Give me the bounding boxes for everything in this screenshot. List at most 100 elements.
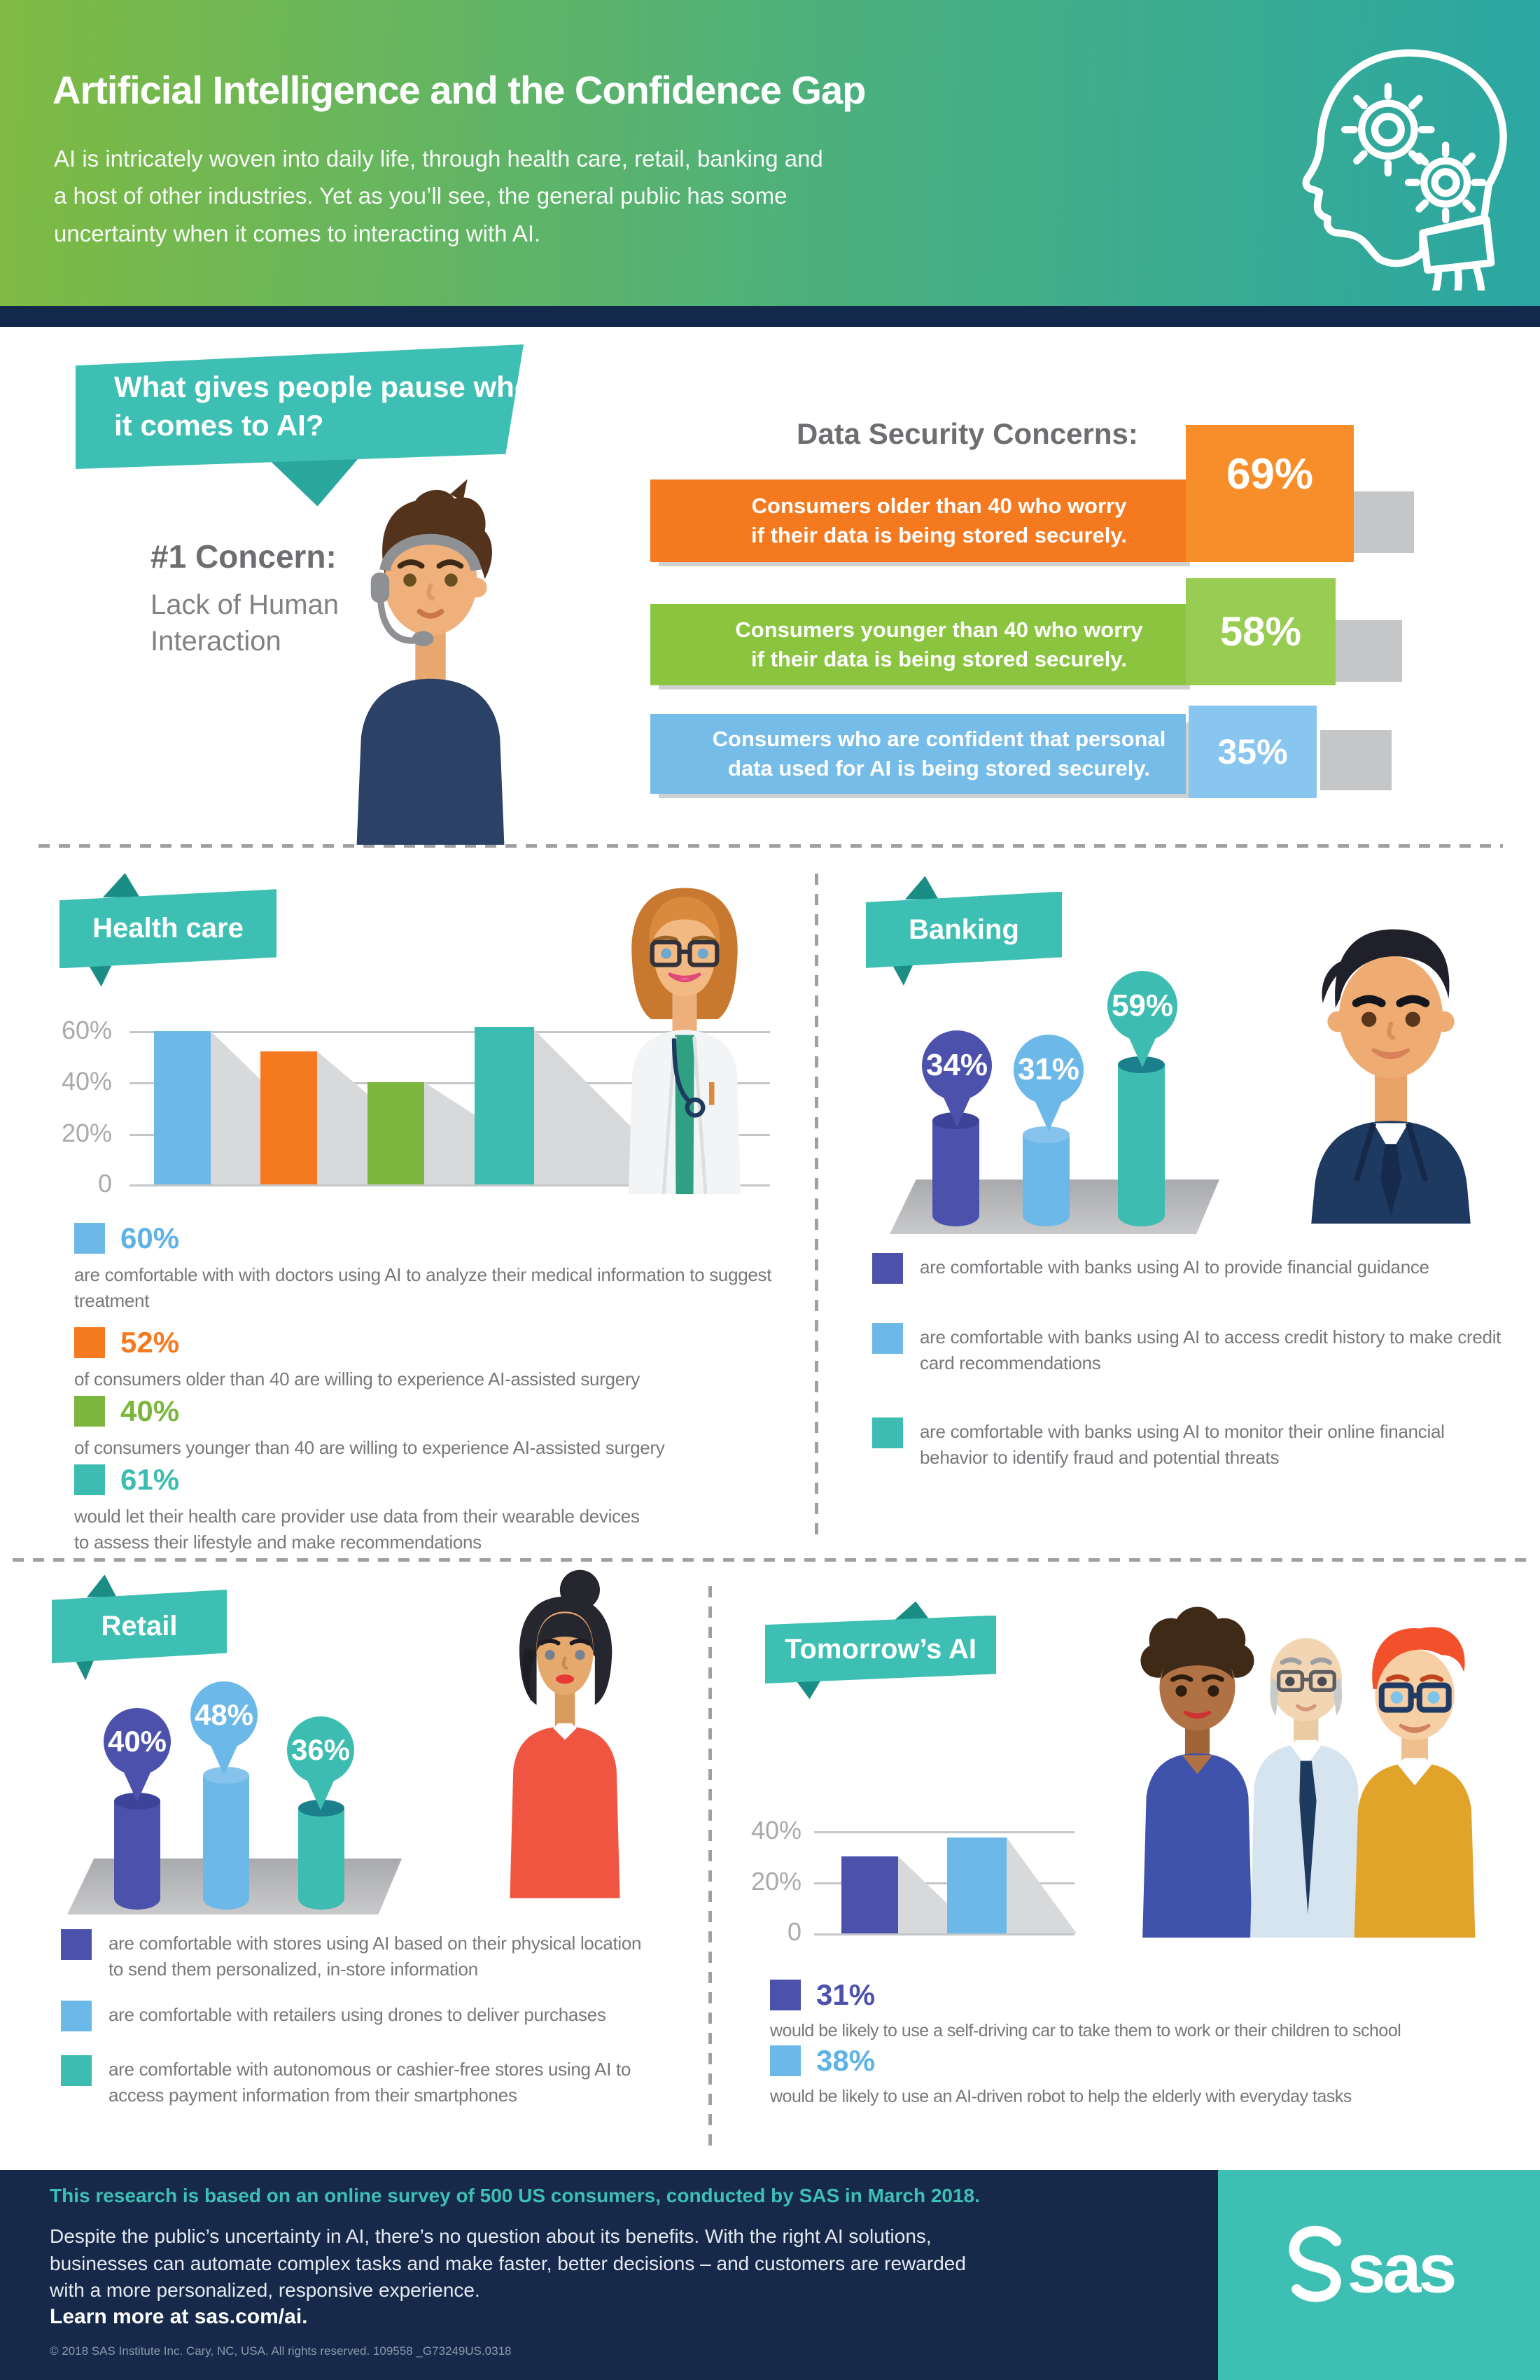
header-subtitle-line: uncertainty when it comes to interacting… (54, 220, 541, 246)
legend-text: would let their health care provider use… (74, 1506, 640, 1553)
retail-banner: Retail (52, 1589, 227, 1664)
retail-ribbon: Retail (52, 1574, 227, 1681)
legend-pct: 38% (816, 2044, 876, 2077)
pause-banner-text: What gives people pause when it comes to… (76, 344, 524, 469)
header-subtitle: AI is intricately woven into daily life,… (54, 140, 823, 252)
svg-text:sas: sas (1348, 2230, 1455, 2306)
legend-pct: 52% (120, 1326, 180, 1359)
legend-item: 52% of consumers older than 40 are willi… (74, 1326, 640, 1392)
legend-text: are comfortable with retailers using dro… (108, 2004, 606, 2025)
learn-more-link: Learn more at sas.com/ai. (50, 2305, 308, 2328)
security-bar-58: Consumers younger than 40 who worry if t… (650, 578, 1420, 690)
gridline (130, 1082, 770, 1084)
retail-balloon: 48% (190, 1681, 258, 1775)
banking-banner: Banking (866, 891, 1062, 968)
security-bar-value: 35% (1189, 706, 1317, 798)
legend-swatch (872, 1418, 903, 1448)
banking-cylinder-34 (932, 1112, 979, 1226)
healthcare-banner: Health care (59, 889, 276, 969)
legend-text: would be likely to use a self-driving ca… (770, 2021, 1401, 2040)
legend-text: are comfortable with autonomous or cashi… (108, 2059, 631, 2106)
legend-item: 60% are comfortable with with doctors us… (74, 1222, 774, 1314)
footer-logo-panel (1218, 2170, 1540, 2380)
legend-item: are comfortable with retailers using dro… (61, 2001, 606, 2031)
copyright: © 2018 SAS Institute Inc. Cary, NC, USA.… (50, 2344, 512, 2358)
bar-shadow (1007, 1837, 1077, 1933)
legend-item: are comfortable with stores using AI bas… (61, 1929, 651, 1982)
banking-cylinder-59 (1118, 1056, 1165, 1226)
man-with-headset-illustration (356, 479, 505, 845)
pause-banner-ribbon: What gives people pause when it comes to… (76, 344, 524, 507)
security-bar-value: 69% (1186, 425, 1354, 562)
healthcare-bar-52 (260, 1051, 317, 1184)
legend-pct: 40% (120, 1394, 180, 1427)
legend-pct: 60% (120, 1222, 180, 1254)
y-tick: 40% (61, 1067, 112, 1096)
research-note: This research is based on an online surv… (50, 2185, 980, 2206)
tomorrow-banner: Tomorrow’s AI (765, 1615, 996, 1684)
y-tick: 60% (61, 1016, 112, 1044)
banking-balloon: 34% (922, 1030, 992, 1127)
legend-item: are comfortable with banks using AI to p… (872, 1253, 1429, 1284)
sas-logo: sas (1289, 2225, 1457, 2306)
legend-swatch (74, 1223, 105, 1254)
banking-cylinder-31 (1023, 1126, 1070, 1226)
retail-cylinder-40 (114, 1793, 160, 1910)
legend-swatch (770, 2045, 801, 2076)
header: Artificial Intelligence and the Confiden… (0, 0, 1540, 306)
concern-label: #1 Concern: (150, 538, 337, 575)
tomorrow-bar-31 (841, 1856, 898, 1933)
gridline (130, 1031, 770, 1033)
concern-text: Lack of Human Interaction (150, 589, 340, 657)
legend-swatch (872, 1253, 903, 1284)
legend-swatch (770, 1980, 801, 2010)
healthcare-bar-40 (368, 1082, 424, 1184)
legend-swatch (74, 1464, 105, 1495)
legend-text: are comfortable with banks using AI to m… (920, 1421, 1445, 1468)
retail-cylinder-48 (203, 1767, 249, 1910)
bar-shadow (1336, 620, 1402, 682)
legend-text: would be likely to use an AI-driven robo… (770, 2087, 1352, 2106)
gridline (814, 1933, 1074, 1935)
ribbon-fold (87, 1574, 117, 1597)
head-with-gears-icon (1302, 49, 1507, 290)
tomorrow-bar-38 (947, 1837, 1007, 1933)
legend-swatch (74, 1327, 105, 1358)
ribbon-fold (905, 876, 939, 899)
banking-balloon: 59% (1107, 971, 1177, 1068)
header-subtitle-line: a host of other industries. Yet as you’l… (54, 183, 788, 209)
three-people-illustration (1140, 1606, 1476, 1938)
legend-swatch (61, 2001, 92, 2031)
legend-pct: 61% (120, 1463, 180, 1496)
security-bar-69: Consumers older than 40 who worry if the… (650, 425, 1420, 565)
legend-text: are comfortable with with doctors using … (74, 1264, 772, 1311)
banking-balloon: 31% (1014, 1035, 1084, 1131)
retail-balloon: 40% (104, 1708, 171, 1802)
y-tick: 0 (97, 1169, 112, 1198)
header-divider-bar (0, 306, 1540, 327)
retail-balloon: 36% (287, 1716, 354, 1810)
security-bar-value: 58% (1186, 578, 1336, 685)
legend-text: are comfortable with banks using AI to a… (920, 1326, 1502, 1373)
legend-item: 31% would be likely to use a self-drivin… (770, 1978, 1401, 2044)
legend-item: 61% would let their health care provider… (74, 1463, 655, 1555)
header-subtitle-line: AI is intricately woven into daily life,… (54, 146, 823, 172)
y-tick: 20% (61, 1119, 112, 1147)
legend-item: are comfortable with banks using AI to a… (872, 1323, 1529, 1376)
pause-banner-line: What gives people pause when (114, 370, 549, 404)
legend-text: are comfortable with stores using AI bas… (108, 1933, 642, 1980)
female-doctor-illustration (629, 888, 741, 1194)
security-bar-label: Consumers who are confident that persona… (650, 714, 1186, 794)
legend-text: of consumers younger than 40 are willing… (74, 1437, 665, 1458)
woman-with-bun-illustration (510, 1569, 620, 1898)
legend-item: 40% of consumers younger than 40 are wil… (74, 1394, 665, 1461)
legend-swatch (61, 1929, 92, 1960)
banking-ribbon: Banking (866, 876, 1062, 986)
healthcare-bar-60 (154, 1031, 211, 1184)
security-bar-label: Consumers younger than 40 who worry if t… (650, 604, 1186, 685)
legend-item: are comfortable with autonomous or cashi… (61, 2055, 640, 2108)
y-tick: 40% (750, 1816, 802, 1844)
bar-shadow (1354, 491, 1414, 553)
healthcare-bar-61 (475, 1027, 534, 1184)
